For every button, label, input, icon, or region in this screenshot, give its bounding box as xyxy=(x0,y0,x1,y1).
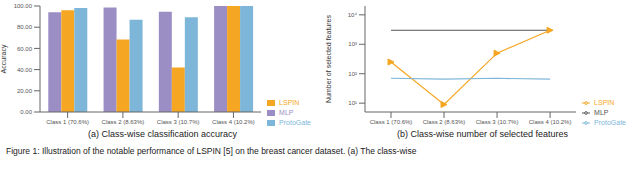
svg-text:60.00: 60.00 xyxy=(17,46,33,52)
svg-text:10¹: 10¹ xyxy=(348,100,357,106)
svg-text:10⁴: 10⁴ xyxy=(348,12,358,18)
svg-text:Class 3 (10.7%): Class 3 (10.7%) xyxy=(157,119,200,125)
html-text:MLP: MLP xyxy=(594,109,609,116)
html-text:LSPIN: LSPIN xyxy=(279,99,300,106)
svg-text:10²: 10² xyxy=(348,71,357,77)
html-text:ProtoGate: ProtoGate xyxy=(279,119,311,126)
svg-text:20.00: 20.00 xyxy=(17,88,33,94)
svg-text:Class 4 (10.2%): Class 4 (10.2%) xyxy=(212,119,255,125)
svg-text:Class 3 (10.7%): Class 3 (10.7%) xyxy=(476,119,519,125)
svg-text:Class 4 (10.2%): Class 4 (10.2%) xyxy=(529,119,572,125)
svg-text:0.00: 0.00 xyxy=(20,109,32,115)
html-text:ProtoGate: ProtoGate xyxy=(594,119,626,126)
svg-text:Class 1 (70.6%): Class 1 (70.6%) xyxy=(46,119,89,125)
html-text:MLP: MLP xyxy=(279,109,294,116)
html-text:(b) Class-wise number of selec: (b) Class-wise number of selected featur… xyxy=(397,129,568,139)
svg-text:Class 2 (8.63%): Class 2 (8.63%) xyxy=(423,119,466,125)
html-text:(a) Class-wise classification: (a) Class-wise classification accuracy xyxy=(88,129,237,139)
svg-text:100.00: 100.00 xyxy=(14,3,33,9)
svg-text:Class 2 (8.63%): Class 2 (8.63%) xyxy=(102,119,145,125)
svg-text:Accuracy: Accuracy xyxy=(8,44,9,73)
svg-text:80.00: 80.00 xyxy=(17,24,33,30)
html-text:Figure 1: Illustration of the: Figure 1: Illustration of the notable pe… xyxy=(6,146,417,156)
svg-text:40.00: 40.00 xyxy=(17,67,33,73)
svg-text:Class 1 (70.6%): Class 1 (70.6%) xyxy=(370,119,413,125)
html-text:LSPIN: LSPIN xyxy=(594,99,615,106)
svg-text:Number of selected features: Number of selected features xyxy=(325,15,332,103)
svg-text:10³: 10³ xyxy=(348,41,357,47)
